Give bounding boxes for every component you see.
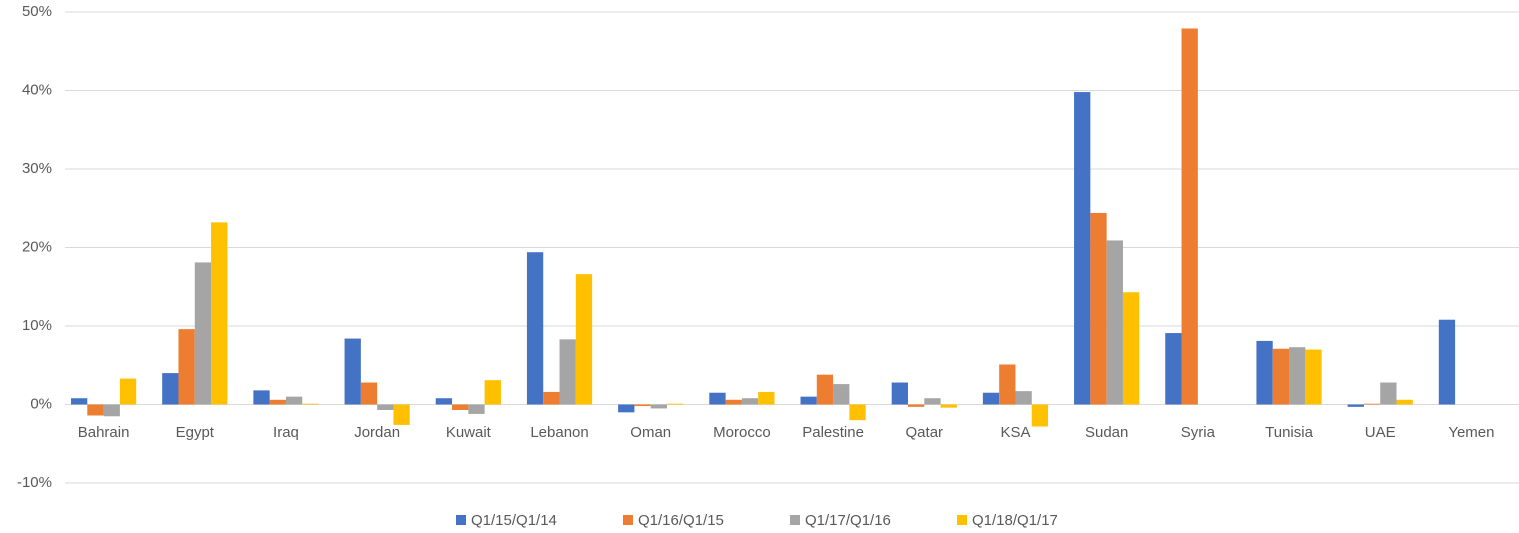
bar xyxy=(178,329,195,405)
y-tick-label: 30% xyxy=(22,160,52,177)
x-tick-label: Palestine xyxy=(802,424,864,441)
x-tick-label: UAE xyxy=(1365,424,1396,441)
x-tick-label: Iraq xyxy=(273,424,299,441)
bar xyxy=(1305,349,1322,405)
y-tick-label: 20% xyxy=(22,238,52,255)
bar xyxy=(1347,404,1364,407)
bar xyxy=(452,404,469,410)
bar xyxy=(1122,292,1140,405)
legend-swatch xyxy=(623,515,633,525)
bar xyxy=(940,404,957,408)
bar xyxy=(302,403,319,405)
y-tick-label: 0% xyxy=(30,395,52,412)
x-tick-label: Bahrain xyxy=(78,424,130,441)
x-tick-label: Kuwait xyxy=(446,424,492,441)
bar xyxy=(87,404,104,416)
legend-label: Q1/18/Q1/17 xyxy=(972,512,1058,529)
x-tick-label: Qatar xyxy=(906,424,944,441)
bar xyxy=(1181,28,1198,405)
bar xyxy=(1256,340,1273,405)
legend-label: Q1/17/Q1/16 xyxy=(805,512,891,529)
bar xyxy=(435,398,453,405)
bar xyxy=(1289,347,1306,405)
y-tick-label: -10% xyxy=(17,474,52,491)
bar xyxy=(1031,404,1049,427)
bar xyxy=(999,364,1016,405)
x-tick-label: Sudan xyxy=(1085,424,1128,441)
bar xyxy=(103,404,120,417)
x-tick-label: Oman xyxy=(630,424,671,441)
bar xyxy=(70,398,88,405)
legend-label: Q1/15/Q1/14 xyxy=(471,512,557,529)
bar xyxy=(1074,92,1091,405)
bar xyxy=(618,404,635,413)
x-tick-label: Lebanon xyxy=(530,424,588,441)
y-tick-label: 40% xyxy=(22,81,52,98)
y-tick-label: 10% xyxy=(22,317,52,334)
bar xyxy=(1165,333,1182,405)
bar xyxy=(559,339,576,405)
bar xyxy=(800,396,817,405)
bar xyxy=(484,380,501,405)
legend-swatch xyxy=(957,515,967,525)
bar xyxy=(253,390,270,405)
bar xyxy=(393,404,410,425)
bar xyxy=(526,252,544,405)
bar xyxy=(1396,399,1413,405)
bar xyxy=(650,404,668,409)
bar xyxy=(1015,391,1032,405)
bar xyxy=(758,391,775,405)
bar xyxy=(543,391,560,405)
bar xyxy=(982,392,1000,405)
bar xyxy=(377,404,394,410)
bar xyxy=(741,398,759,405)
bar xyxy=(891,382,908,405)
x-tick-label: Syria xyxy=(1181,424,1216,441)
bar xyxy=(344,338,361,405)
bar xyxy=(667,403,684,405)
bar xyxy=(849,404,866,421)
y-tick-label: 50% xyxy=(22,3,52,20)
bar xyxy=(1438,319,1456,405)
bar xyxy=(1272,348,1290,405)
legend-swatch xyxy=(790,515,800,525)
bar xyxy=(1380,382,1397,405)
legend-label: Q1/16/Q1/15 xyxy=(638,512,724,529)
x-tick-label: Jordan xyxy=(354,424,400,441)
bar xyxy=(1106,240,1123,405)
bar xyxy=(924,398,941,405)
bar xyxy=(285,396,303,405)
bar xyxy=(468,404,485,414)
bar xyxy=(119,378,137,405)
bar xyxy=(907,404,925,407)
x-tick-label: Yemen xyxy=(1448,424,1494,441)
bar xyxy=(833,384,850,405)
bar xyxy=(1363,403,1381,405)
legend-swatch xyxy=(456,515,466,525)
bar xyxy=(634,404,651,407)
bar xyxy=(725,399,742,405)
x-tick-label: Egypt xyxy=(176,424,215,441)
bar xyxy=(162,373,179,405)
bar xyxy=(360,382,378,405)
bar xyxy=(269,399,286,405)
bar xyxy=(211,222,228,405)
bar xyxy=(575,274,593,405)
bar xyxy=(709,392,726,405)
bar xyxy=(816,374,834,405)
x-tick-label: Morocco xyxy=(713,424,771,441)
x-tick-label: Tunisia xyxy=(1265,424,1313,441)
bar xyxy=(1090,212,1107,405)
bar xyxy=(194,262,212,405)
x-tick-label: KSA xyxy=(1000,424,1030,441)
